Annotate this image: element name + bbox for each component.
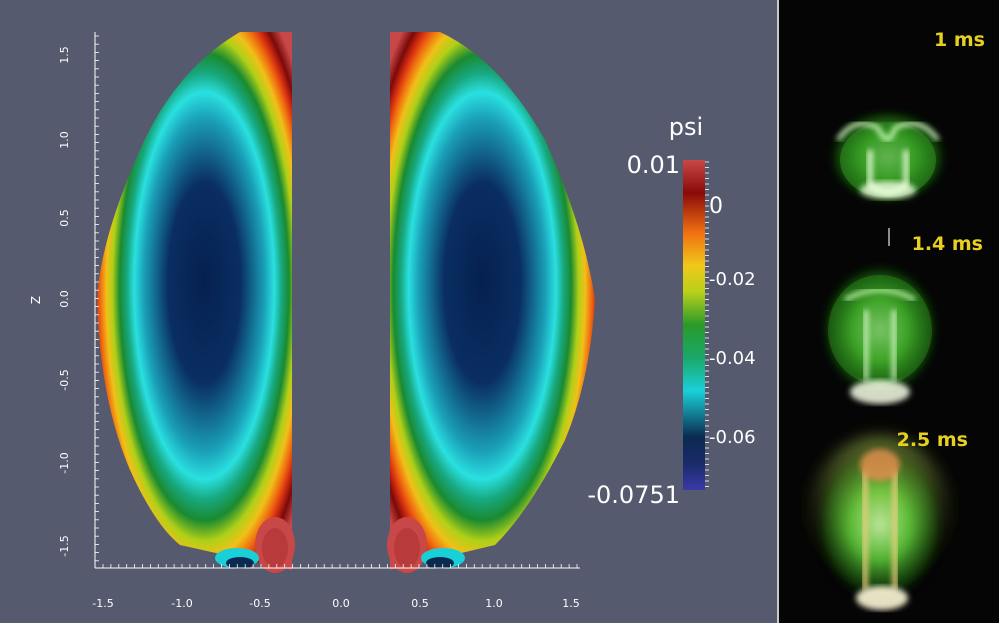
x-tick-label: -1.5 — [92, 597, 113, 610]
z-axis: Z 1.5 1.0 0.5 0.0 -0.5 -1.0 -1.5 — [29, 46, 71, 556]
x-tick-label: -1.0 — [171, 597, 192, 610]
frame-time-label: 1.4 ms — [912, 233, 983, 255]
x-tick-label: -0.5 — [249, 597, 270, 610]
colorbar-gradient — [683, 160, 705, 490]
plasma-frame-3: 2.5 ms — [802, 429, 968, 617]
x-axis: -1.5 -1.0 -0.5 0.0 0.5 1.0 1.5 — [92, 597, 579, 610]
colorbar-tick-label: 0 — [709, 194, 723, 219]
psi-contour-left — [97, 32, 295, 573]
colorbar-min-label: -0.0751 — [587, 481, 680, 509]
frame-time-label: 1 ms — [934, 29, 985, 51]
z-tick-label: 1.5 — [58, 46, 71, 64]
z-tick-label: 0.0 — [58, 290, 71, 308]
z-tick-label: 1.0 — [58, 131, 71, 149]
plasma-frame-2: 1.4 ms — [818, 228, 983, 404]
psi-contour-right — [387, 32, 595, 573]
colorbar-max-label: 0.01 — [627, 151, 680, 179]
axis-minor-ticks — [95, 35, 578, 568]
x-tick-label: 0.5 — [411, 597, 429, 610]
plasma-frame-1: 1 ms — [826, 29, 985, 207]
x-tick-label: 1.0 — [485, 597, 503, 610]
x-tick-label: 0.0 — [332, 597, 350, 610]
x-tick-label: 1.5 — [562, 597, 580, 610]
colorbar: psi 0.01 -0.0751 0 -0.02 -0.04 -0.06 — [587, 113, 755, 509]
z-tick-label: 0.5 — [58, 209, 71, 227]
colorbar-tick-label: -0.06 — [709, 427, 756, 448]
colorbar-tick-label: -0.04 — [709, 348, 756, 369]
z-tick-label: -1.5 — [58, 535, 71, 556]
z-axis-label: Z — [29, 296, 43, 304]
colorbar-tick-label: -0.02 — [709, 269, 756, 290]
z-tick-label: -0.5 — [58, 369, 71, 390]
frame-time-label: 2.5 ms — [897, 429, 968, 451]
colorbar-ticks — [705, 161, 709, 487]
colorbar-title: psi — [669, 113, 703, 141]
z-tick-label: -1.0 — [58, 452, 71, 473]
